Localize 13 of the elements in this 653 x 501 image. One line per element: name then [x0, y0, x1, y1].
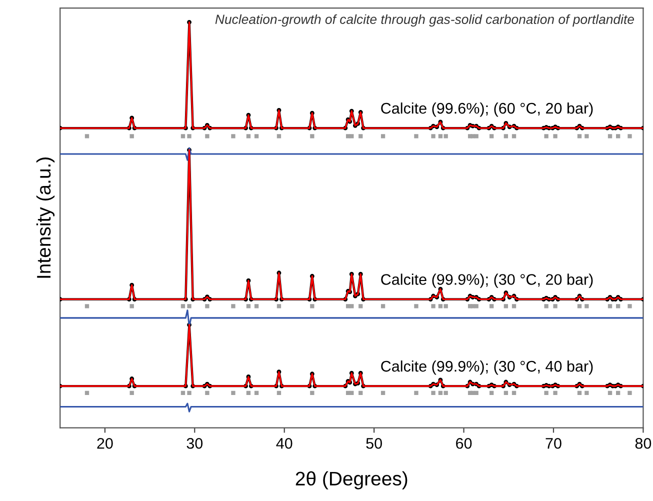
x-tick-label: 60: [456, 438, 472, 449]
x-tick-label: 80: [635, 438, 652, 449]
y-axis-title: Intensity (a.u.): [36, 158, 55, 278]
x-tick-label: 40: [276, 438, 292, 449]
series-label: Calcite (99.9%); (30 °C, 20 bar): [381, 274, 593, 288]
chart-title: Nucleation-growth of calcite through gas-solid carbonation of portlandite: [215, 14, 634, 27]
x-tick-label: 20: [97, 438, 113, 449]
series-label: Calcite (99.6%); (60 °C, 20 bar): [381, 102, 593, 117]
x-tick-label: 70: [546, 438, 562, 449]
series-label: Calcite (99.9%); (30 °C, 40 bar): [381, 360, 593, 375]
x-axis-title: 2θ (Degrees): [296, 471, 408, 490]
x-tick-label: 50: [366, 438, 382, 449]
x-tick-label: 30: [186, 438, 203, 449]
